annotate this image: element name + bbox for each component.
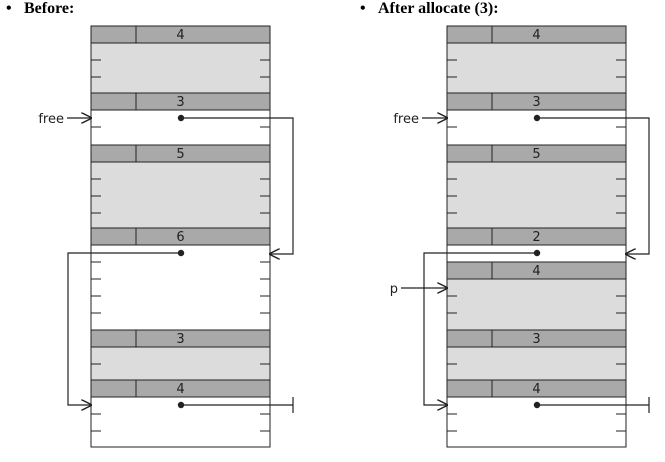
next-link-arrow xyxy=(67,252,181,405)
free-label: free xyxy=(38,112,64,127)
block-body xyxy=(446,161,627,229)
free-label: free xyxy=(393,112,419,127)
before-memory-diagram: 4 3 5 6 3 4 free xyxy=(38,25,294,448)
block-size-label: 3 xyxy=(176,95,184,110)
block-body xyxy=(90,161,271,229)
block-body xyxy=(90,244,271,331)
block-body xyxy=(446,278,627,331)
bullet-icon: • xyxy=(6,0,12,17)
block-size-label: 3 xyxy=(532,95,540,110)
block-size-label: 4 xyxy=(176,28,184,43)
block-size-label: 4 xyxy=(176,382,184,397)
after-heading: • After allocate (3): xyxy=(360,0,499,18)
block-body xyxy=(90,346,271,381)
block-size-label: 4 xyxy=(532,382,540,397)
block-body xyxy=(446,42,627,94)
next-link-arrow xyxy=(181,117,294,254)
after-memory-diagram: 4 3 5 2 4 3 4 free p xyxy=(390,25,650,448)
block-size-label: 2 xyxy=(532,230,540,245)
block-body xyxy=(90,42,271,94)
before-heading: • Before: xyxy=(6,0,74,18)
block-size-label: 4 xyxy=(532,28,540,43)
block-size-label: 3 xyxy=(532,332,540,347)
block-size-label: 5 xyxy=(176,147,184,162)
next-link-arrow xyxy=(423,252,537,405)
after-heading-text: After allocate (3): xyxy=(378,0,499,17)
block-size-label: 4 xyxy=(532,264,540,279)
before-heading-text: Before: xyxy=(24,0,75,17)
p-label: p xyxy=(390,282,398,297)
bullet-icon: • xyxy=(360,0,366,17)
next-link-arrow xyxy=(537,117,650,254)
block-size-label: 5 xyxy=(532,147,540,162)
block-size-label: 6 xyxy=(176,230,184,245)
block-size-label: 3 xyxy=(176,332,184,347)
block-body xyxy=(446,346,627,381)
